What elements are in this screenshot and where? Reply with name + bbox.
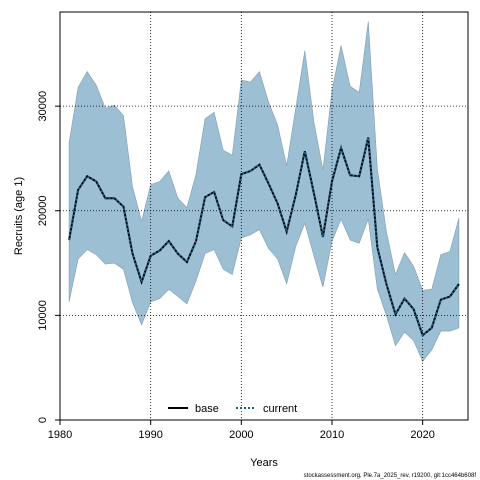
- x-tick-label-2: 2000: [229, 429, 253, 441]
- x-tick-label-1: 1990: [138, 429, 162, 441]
- x-tick-label-4: 2020: [410, 429, 434, 441]
- confidence-band-layer: [68, 21, 460, 363]
- series-line-layer: [68, 137, 460, 337]
- confidence-band: [68, 21, 460, 363]
- footer-attribution: stockassessment.org, Ple.7a_2025_rev, r1…: [304, 473, 477, 479]
- x-tick-label-0: 1980: [48, 429, 72, 441]
- y-tick-label-3: 30000: [37, 91, 49, 122]
- y-tick-label-2: 20000: [37, 195, 49, 226]
- x-axis-title: Years: [250, 457, 278, 469]
- plot-frame: [59, 11, 469, 421]
- y-axis-title: Recruits (age 1): [13, 177, 25, 255]
- legend: base current: [168, 403, 297, 415]
- x-tick-label-3: 2010: [320, 429, 344, 441]
- legend-base-label: base: [195, 403, 219, 415]
- series-line-current: [68, 137, 460, 337]
- y-tick-label-0: 0: [37, 417, 49, 423]
- legend-current-label: current: [263, 403, 297, 415]
- y-tick-label-1: 10000: [37, 300, 49, 331]
- axis-layer: 1980 1990 2000 2010 2020 0 10000 20000 30000: [37, 91, 435, 441]
